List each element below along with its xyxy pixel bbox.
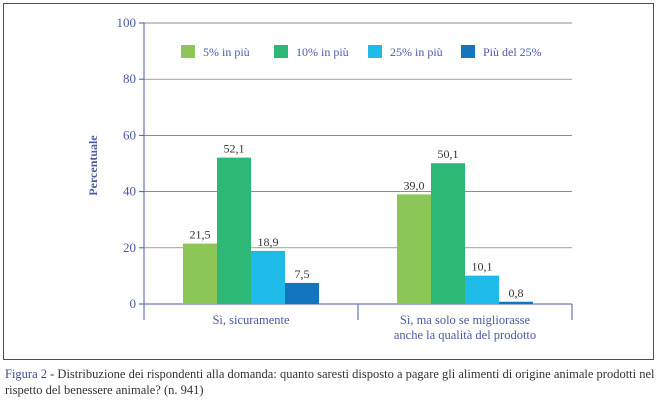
y-tick-label: 40 (123, 184, 136, 199)
figure-caption: Figura 2 - Distribuzione dei rispondenti… (5, 366, 655, 398)
legend-swatch (368, 45, 382, 58)
y-tick-label: 20 (123, 240, 136, 255)
legend-label: 25% in più (390, 45, 443, 59)
legend-swatch (181, 45, 195, 58)
y-tick-label: 100 (117, 15, 137, 30)
data-label: 50,1 (438, 147, 459, 161)
caption-label: Figura 2 (5, 367, 48, 381)
legend-swatch (274, 45, 288, 58)
x-category-label: Sì, sicuramente (212, 313, 290, 327)
data-label: 0,8 (509, 286, 524, 300)
bar (183, 243, 217, 304)
bar (251, 250, 285, 304)
legend-label: 10% in più (296, 45, 349, 59)
bar (499, 301, 533, 304)
data-label: 52,1 (224, 142, 245, 156)
caption-text: - Distribuzione dei rispondenti alla dom… (5, 367, 655, 397)
bar (217, 157, 251, 304)
bar-chart: 0 20 40 60 80 100 Percentuale 21,5 52,1 18,9 7,5 Sì… (86, 15, 573, 342)
legend-label: Più del 25% (483, 45, 542, 59)
data-label: 10,1 (472, 260, 493, 274)
x-category-label: anche la qualità del prodotto (394, 328, 536, 342)
bar (431, 163, 465, 304)
y-tick-label: 60 (123, 127, 136, 142)
data-label: 7,5 (295, 267, 310, 281)
legend-label: 5% in più (203, 45, 250, 59)
bar (285, 282, 319, 304)
legend-swatch (461, 45, 475, 58)
x-category-label: Sì, ma solo se migliorasse (400, 313, 531, 327)
y-axis-title: Percentuale (86, 135, 100, 196)
bar (465, 275, 499, 304)
chart-frame: 0 20 40 60 80 100 Percentuale 21,5 52,1 18,9 7,5 Sì… (3, 3, 654, 360)
bar (397, 194, 431, 304)
data-label: 18,9 (258, 235, 279, 249)
data-label: 21,5 (190, 228, 211, 242)
y-tick-label: 80 (123, 71, 136, 86)
y-tick-label: 0 (130, 296, 137, 311)
data-label: 39,0 (404, 178, 425, 192)
